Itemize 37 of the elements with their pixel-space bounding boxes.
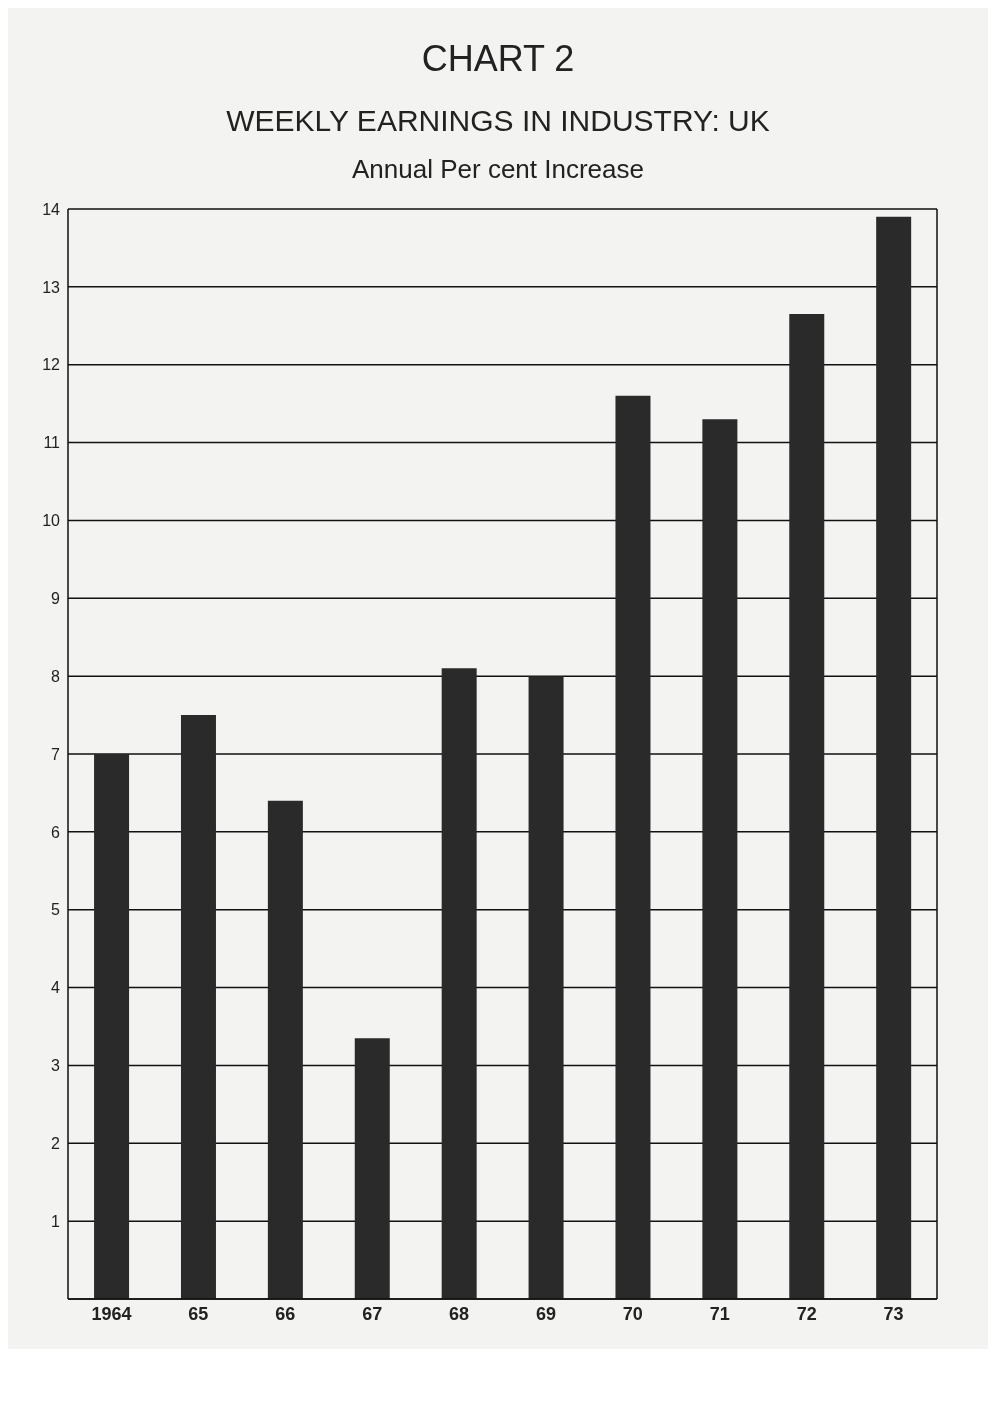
bar [876,216,912,1299]
x-tick-label: 65 [188,1303,209,1324]
x-tick-label: 73 [883,1303,904,1324]
y-tick-label: 4 [51,979,61,997]
y-axis-title: Annual Per cent Increase [351,154,645,185]
chart-title: CHART 2 [420,38,576,80]
y-tick-label: 7 [51,745,61,763]
y-tick-label: 3 [51,1057,61,1075]
y-tick-label: 14 [42,200,61,218]
bar [180,715,216,1299]
x-tick-label: 68 [449,1303,470,1324]
bar [267,800,303,1299]
y-tick-label: 8 [51,667,61,685]
chart-subtitle: WEEKLY EARNINGS IN INDUSTRY: UK [225,104,771,138]
x-tick-label: 1964 [91,1303,132,1324]
y-tick-label: 12 [42,356,61,374]
x-tick-label: 70 [622,1303,643,1324]
bar [789,314,825,1299]
bar [528,676,564,1299]
x-tick-label: 66 [275,1303,296,1324]
x-tick-label: 67 [362,1303,383,1324]
y-tick-label: 2 [51,1134,61,1152]
bar [702,419,738,1299]
bar [94,754,130,1299]
x-tick-label: 71 [709,1303,730,1324]
y-tick-label: 6 [51,823,61,841]
bar [354,1038,390,1299]
y-tick-label: 13 [42,278,61,296]
bar [615,395,651,1299]
y-tick-label: 9 [51,589,61,607]
x-tick-label: 72 [796,1303,817,1324]
y-tick-label: 11 [43,434,61,452]
y-tick-label: 1 [51,1212,61,1230]
y-tick-label: 5 [51,901,61,919]
x-tick-label: 69 [535,1303,556,1324]
y-tick-label: 10 [42,512,61,530]
bar [441,668,477,1299]
